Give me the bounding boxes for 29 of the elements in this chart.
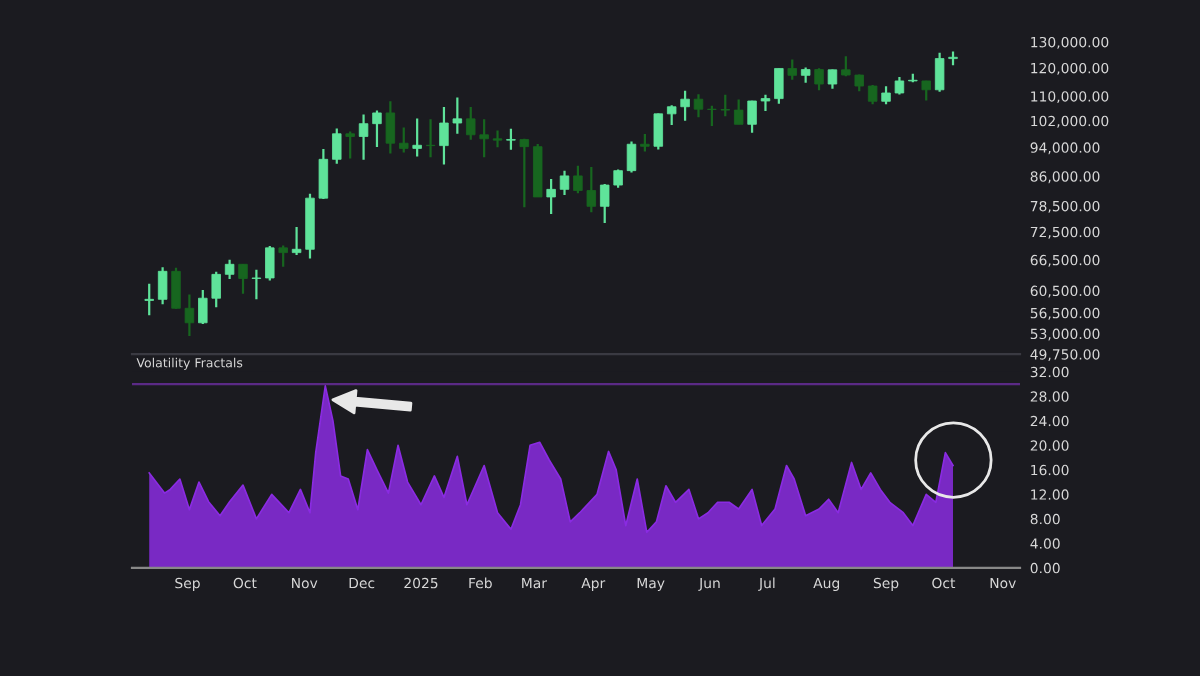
candlestick (345, 130, 355, 160)
candlestick (546, 177, 556, 215)
candlestick (760, 93, 771, 113)
candlestick (278, 244, 288, 268)
candlestick (506, 127, 516, 151)
candlestick (251, 268, 262, 301)
candlestick (787, 58, 797, 81)
candlestick (425, 118, 436, 159)
candlestick (332, 127, 342, 165)
candlestick (265, 244, 275, 282)
candlestick (774, 67, 784, 105)
candlestick (519, 137, 530, 209)
candlestick (814, 67, 824, 92)
candlestick (921, 79, 931, 102)
candlestick (827, 68, 838, 90)
candlestick (238, 263, 248, 295)
candlestick (492, 129, 503, 149)
candlestick (412, 117, 422, 158)
candlestick (399, 126, 409, 154)
candlestick (693, 93, 704, 119)
candlestick (733, 98, 744, 126)
candlestick (626, 140, 637, 174)
candlestick (653, 112, 664, 151)
candlestick (157, 266, 168, 306)
candlestick (144, 282, 154, 317)
candlestick (224, 258, 235, 281)
candlestick (559, 169, 570, 197)
candlestick (385, 100, 396, 155)
candlestick (747, 99, 757, 134)
